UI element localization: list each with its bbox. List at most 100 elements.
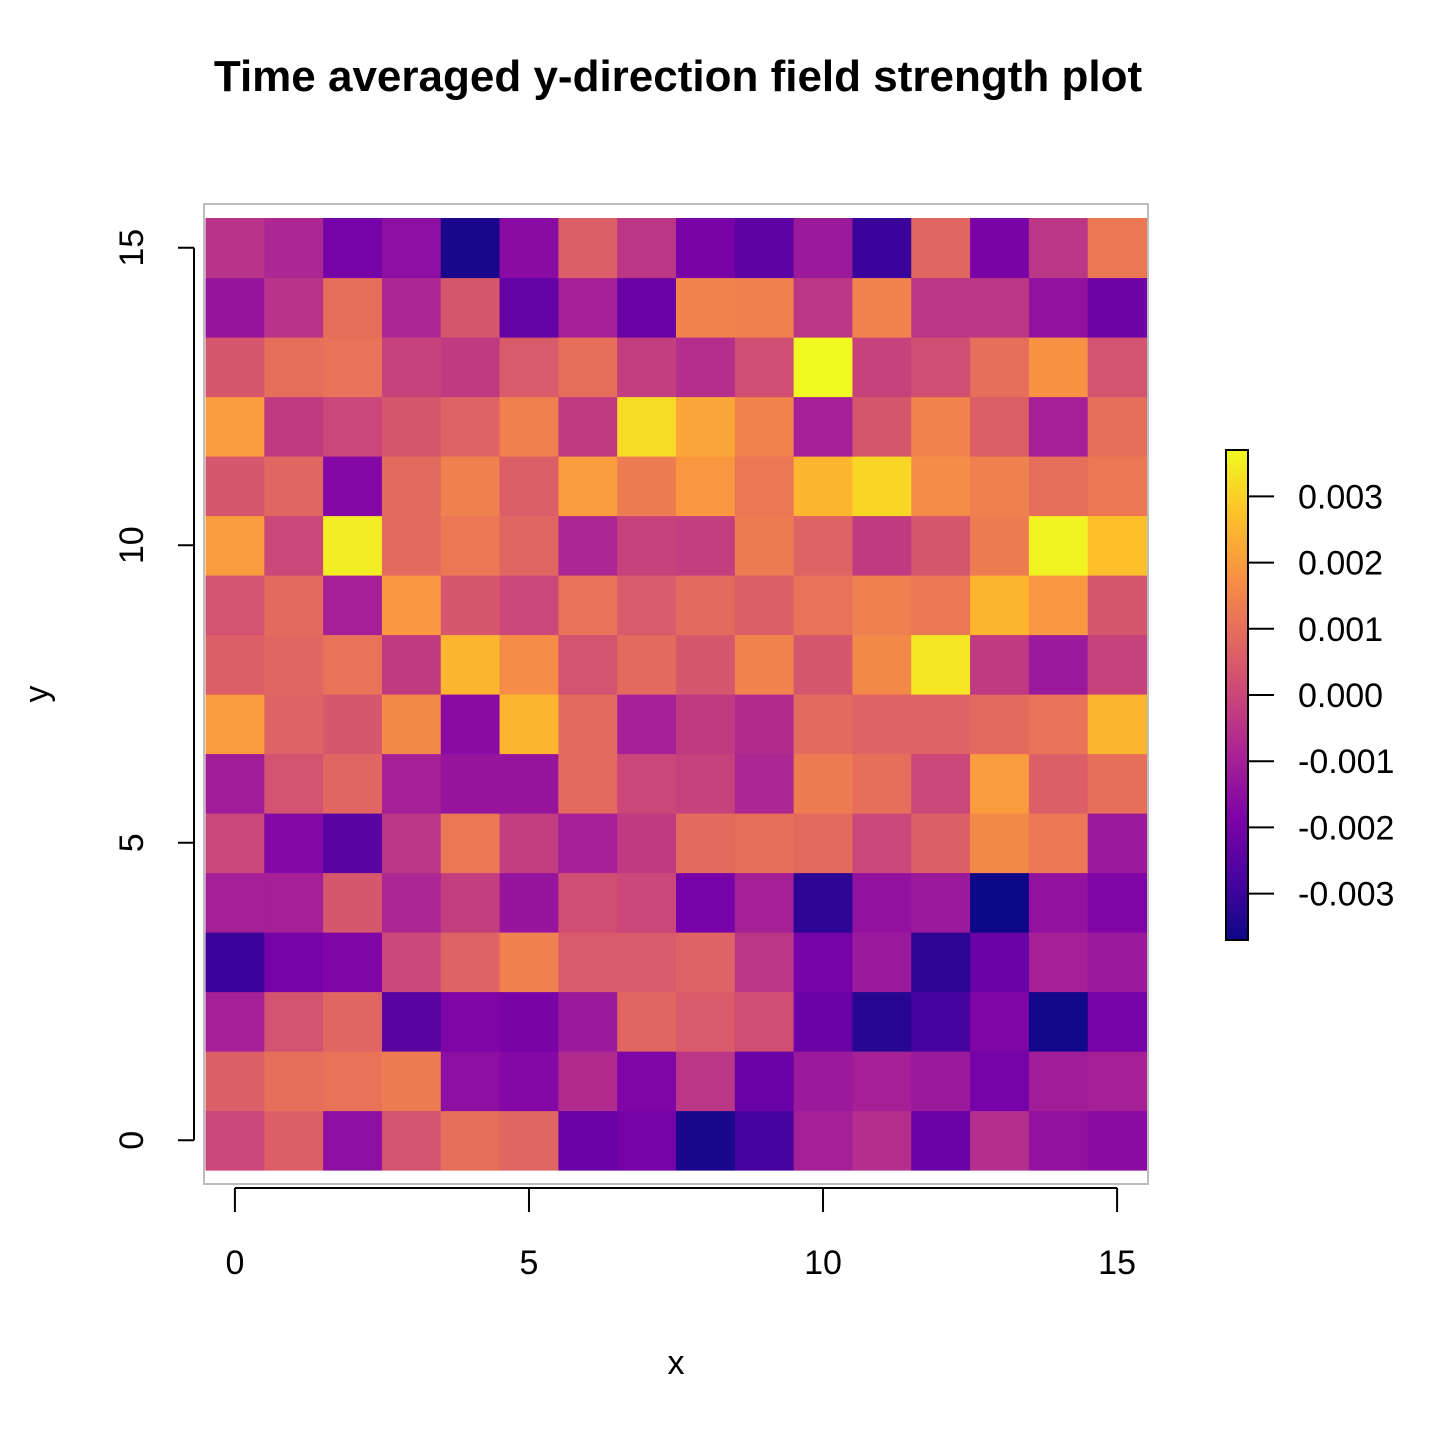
heatmap-cell — [205, 337, 265, 398]
y-axis-label: y — [18, 686, 56, 703]
heatmap-cell — [911, 575, 971, 636]
heatmap-cell — [852, 515, 912, 576]
heatmap-cell — [440, 932, 501, 993]
heatmap-cell — [440, 396, 501, 457]
heatmap-cell — [264, 337, 324, 398]
colorbar-tick-label: -0.002 — [1298, 809, 1394, 847]
heatmap-cell — [617, 456, 677, 517]
heatmap-cell — [440, 218, 501, 279]
heatmap-cell — [617, 872, 677, 933]
heatmap-cell — [499, 515, 559, 576]
heatmap-cell — [264, 218, 324, 279]
heatmap-cell — [1087, 396, 1148, 457]
heatmap-cell — [676, 456, 736, 517]
heatmap-cell — [381, 396, 442, 457]
heatmap-cell — [911, 1110, 971, 1171]
heatmap-cell — [264, 575, 324, 636]
heatmap-cell — [793, 753, 854, 814]
heatmap-cell — [911, 634, 971, 695]
heatmap-cell — [440, 337, 501, 398]
heatmap-cell — [734, 277, 795, 338]
heatmap-cell — [381, 753, 442, 814]
heatmap-cell — [734, 634, 795, 695]
y-tick-label: 0 — [113, 1131, 151, 1150]
heatmap-cell — [264, 932, 324, 993]
heatmap-cell — [793, 456, 854, 517]
heatmap-cell — [617, 337, 677, 398]
heatmap-cell — [381, 575, 442, 636]
heatmap-cell — [440, 694, 501, 755]
heatmap-cell — [676, 218, 736, 279]
heatmap-cell — [323, 1051, 383, 1112]
heatmap-cell — [323, 575, 383, 636]
heatmap-cell — [205, 1110, 265, 1171]
heatmap-cell — [793, 813, 854, 874]
heatmap-cell — [1028, 456, 1089, 517]
heatmap-cell — [558, 277, 618, 338]
heatmap-cell — [381, 932, 442, 993]
heatmap-cell — [381, 872, 442, 933]
heatmap-cell — [852, 277, 912, 338]
heatmap-cell — [205, 515, 265, 576]
heatmap-cell — [205, 575, 265, 636]
heatmap-cell — [1028, 396, 1089, 457]
heatmap-cell — [264, 515, 324, 576]
heatmap-cell — [676, 277, 736, 338]
heatmap-cell — [381, 991, 442, 1052]
heatmap-cell — [1028, 634, 1089, 695]
heatmap-cell — [264, 1110, 324, 1171]
heatmap-cell — [911, 1051, 971, 1112]
colorbar-tick-label: 0.003 — [1298, 478, 1383, 516]
heatmap-cell — [1087, 872, 1148, 933]
heatmap-cell — [1028, 813, 1089, 874]
heatmap-cell — [734, 991, 795, 1052]
heatmap-cell — [440, 1110, 501, 1171]
heatmap-cell — [970, 872, 1030, 933]
heatmap-cell — [381, 456, 442, 517]
heatmap-cell — [793, 694, 854, 755]
x-tick-label: 10 — [804, 1244, 842, 1282]
x-tick-label: 15 — [1098, 1244, 1136, 1282]
heatmap-cell — [793, 1051, 854, 1112]
heatmap-cell — [911, 753, 971, 814]
heatmap-cell — [793, 218, 854, 279]
heatmap-cell — [970, 218, 1030, 279]
heatmap-cell — [617, 932, 677, 993]
heatmap-cell — [617, 218, 677, 279]
heatmap-cell — [323, 218, 383, 279]
heatmap-cell — [440, 813, 501, 874]
heatmap-cell — [911, 337, 971, 398]
colorbar-tick-label: 0.002 — [1298, 545, 1383, 583]
heatmap-cell — [205, 456, 265, 517]
heatmap-cell — [852, 456, 912, 517]
heatmap-cell — [617, 753, 677, 814]
heatmap-cell — [911, 872, 971, 933]
heatmap-cell — [911, 515, 971, 576]
y-tick-label: 10 — [113, 526, 151, 564]
heatmap-cell — [911, 456, 971, 517]
heatmap-cell — [205, 396, 265, 457]
x-axis: 0 5 10 15 — [225, 1187, 1136, 1282]
heatmap-cell — [676, 1110, 736, 1171]
heatmap-cell — [440, 277, 501, 338]
heatmap-cell — [558, 575, 618, 636]
heatmap-cell — [1087, 753, 1148, 814]
heatmap-cell — [793, 1110, 854, 1171]
heatmap-cell — [381, 694, 442, 755]
heatmap-cell — [852, 753, 912, 814]
heatmap-cell — [1087, 575, 1148, 636]
heatmap-cell — [499, 337, 559, 398]
heatmap-cell — [1028, 694, 1089, 755]
heatmap-cell — [323, 1110, 383, 1171]
heatmap-cell — [1087, 991, 1148, 1052]
heatmap-cell — [381, 813, 442, 874]
colorbar-ticks: -0.003 -0.002 -0.001 0.000 0.001 0.002 0.003 — [1248, 478, 1394, 914]
heatmap-cell — [1028, 575, 1089, 636]
x-axis-label: x — [668, 1344, 685, 1382]
heatmap-cell — [558, 1051, 618, 1112]
heatmap-cell — [852, 575, 912, 636]
heatmap-cell — [499, 1110, 559, 1171]
heatmap-cell — [1087, 218, 1148, 279]
heatmap-cell — [617, 991, 677, 1052]
heatmap-cell — [381, 337, 442, 398]
